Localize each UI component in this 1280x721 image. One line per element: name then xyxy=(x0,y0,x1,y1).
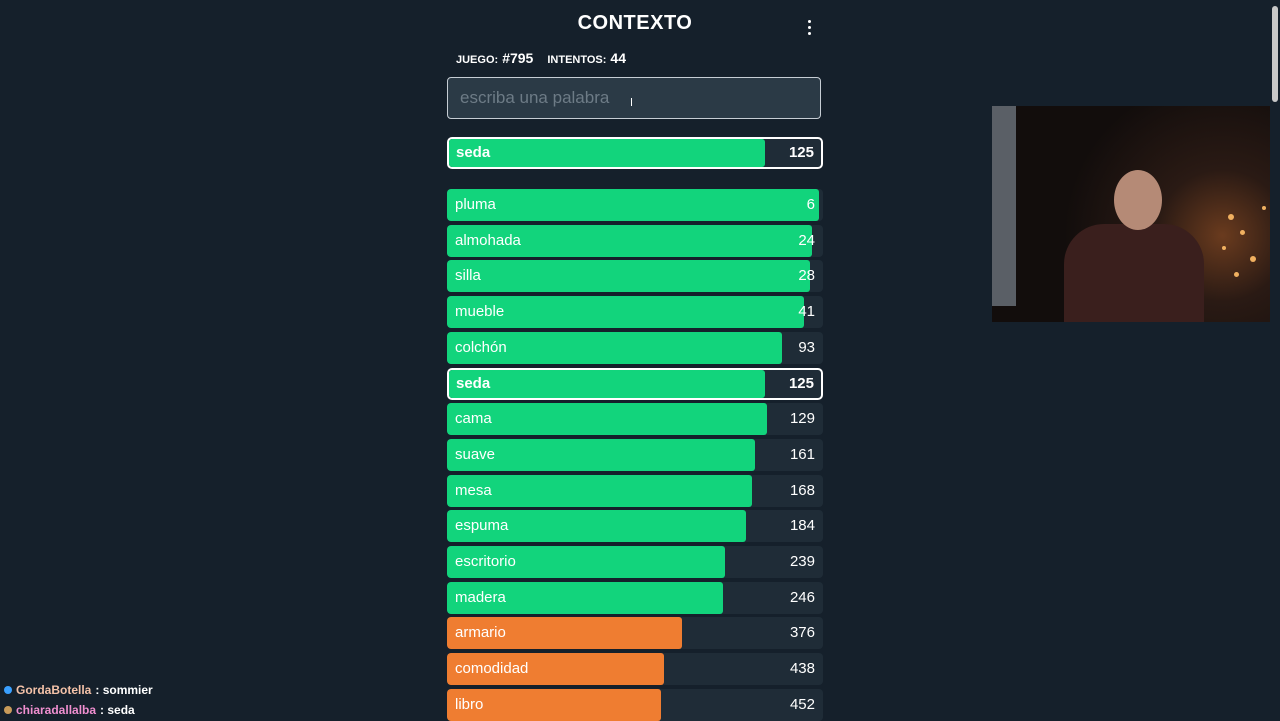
similarity-bar xyxy=(447,688,662,721)
guess-word: madera xyxy=(455,588,506,606)
guess-rank: 246 xyxy=(789,588,815,606)
game-stats: JUEGO: #795 INTENTOS: 44 xyxy=(456,50,626,66)
guess-row: pluma 6 xyxy=(447,189,823,221)
guess-row: libro 452 xyxy=(447,688,823,721)
guess-row: comodidad 438 xyxy=(447,653,823,686)
guess-rank: 239 xyxy=(789,553,815,570)
guess-rank: 125 xyxy=(788,374,814,392)
guess-word: cama xyxy=(455,410,492,428)
guess-rank: 28 xyxy=(798,267,815,285)
guess-rank: 129 xyxy=(789,410,815,428)
scrollbar-thumb[interactable] xyxy=(1272,6,1278,102)
page-scrollbar[interactable] xyxy=(1270,0,1280,720)
chat-text: : sommier xyxy=(95,683,153,697)
similarity-bar xyxy=(447,189,820,221)
text-cursor-icon xyxy=(631,98,632,106)
chat-message: GordaBotella : sommier xyxy=(4,680,153,700)
game-label: JUEGO: xyxy=(456,54,499,66)
guess-rank: 125 xyxy=(788,144,814,161)
guess-row: armario 376 xyxy=(447,617,823,650)
attempts-label: INTENTOS: xyxy=(547,54,607,66)
guess-word: pluma xyxy=(455,196,496,213)
guess-word: comodidad xyxy=(455,660,529,678)
similarity-bar xyxy=(447,653,665,686)
guess-row: madera 246 xyxy=(447,581,823,614)
word-input[interactable] xyxy=(448,78,820,118)
similarity-bar xyxy=(447,224,812,257)
similarity-bar xyxy=(447,260,810,293)
guess-rank: 6 xyxy=(806,196,815,213)
guess-row: mesa 168 xyxy=(447,474,823,507)
guess-word: armario xyxy=(455,624,506,642)
chat-username: GordaBotella xyxy=(16,683,92,697)
chat-message: chiaradallalba : seda xyxy=(4,700,153,720)
guess-row: cama 129 xyxy=(447,403,823,436)
similarity-bar xyxy=(447,510,746,543)
guess-word: seda xyxy=(456,144,491,161)
similarity-bar xyxy=(447,331,782,364)
guess-rank: 438 xyxy=(789,660,815,678)
attempts-value: 44 xyxy=(610,50,626,66)
guess-word: silla xyxy=(455,267,481,285)
user-badge-icon xyxy=(4,706,12,714)
word-search-field[interactable] xyxy=(447,77,821,119)
chat-username: chiaradallalba xyxy=(16,703,97,717)
similarity-bar xyxy=(447,474,752,507)
guess-word: almohada xyxy=(455,231,521,249)
guess-row: colchón 93 xyxy=(447,331,823,364)
guess-word: espuma xyxy=(455,517,509,535)
similarity-bar xyxy=(449,369,766,398)
guess-word: escritorio xyxy=(455,553,516,570)
similarity-bar xyxy=(447,403,767,436)
guess-rank: 452 xyxy=(789,695,815,713)
similarity-bar xyxy=(447,438,756,471)
similarity-bar xyxy=(447,581,724,614)
guess-rank: 24 xyxy=(798,231,815,249)
guess-row-current: seda 125 xyxy=(447,367,823,400)
similarity-bar xyxy=(447,617,682,650)
similarity-bar xyxy=(447,296,805,329)
guess-rank: 168 xyxy=(789,481,815,499)
more-options-icon[interactable] xyxy=(797,14,821,40)
guess-rank: 161 xyxy=(789,445,815,463)
guess-rank: 376 xyxy=(789,624,815,642)
similarity-bar xyxy=(447,546,726,578)
chat-overlay: GordaBotella : sommier chiaradallalba : … xyxy=(4,680,153,720)
similarity-bar xyxy=(449,139,766,167)
guess-word: suave xyxy=(455,445,496,463)
guess-rank: 41 xyxy=(798,303,815,321)
guess-row: espuma 184 xyxy=(447,510,823,543)
guess-row: suave 161 xyxy=(447,438,823,471)
guess-row: almohada 24 xyxy=(447,224,823,257)
guess-word: mueble xyxy=(455,303,505,321)
chat-text: : seda xyxy=(100,703,135,717)
guess-row: mueble 41 xyxy=(447,296,823,329)
guess-row: escritorio 239 xyxy=(447,546,823,578)
guess-row: silla 28 xyxy=(447,260,823,293)
guess-word: mesa xyxy=(455,481,492,499)
user-badge-icon xyxy=(4,686,12,694)
guess-rank: 184 xyxy=(789,517,815,535)
guess-word: colchón xyxy=(455,338,507,356)
guess-word: libro xyxy=(455,695,484,713)
game-number: #795 xyxy=(502,50,534,66)
guess-word: seda xyxy=(456,374,491,392)
guess-rank: 93 xyxy=(798,338,815,356)
webcam-overlay xyxy=(992,106,1280,322)
page-title: CONTEXTO xyxy=(577,12,693,34)
guess-row-current: seda 125 xyxy=(447,137,823,169)
